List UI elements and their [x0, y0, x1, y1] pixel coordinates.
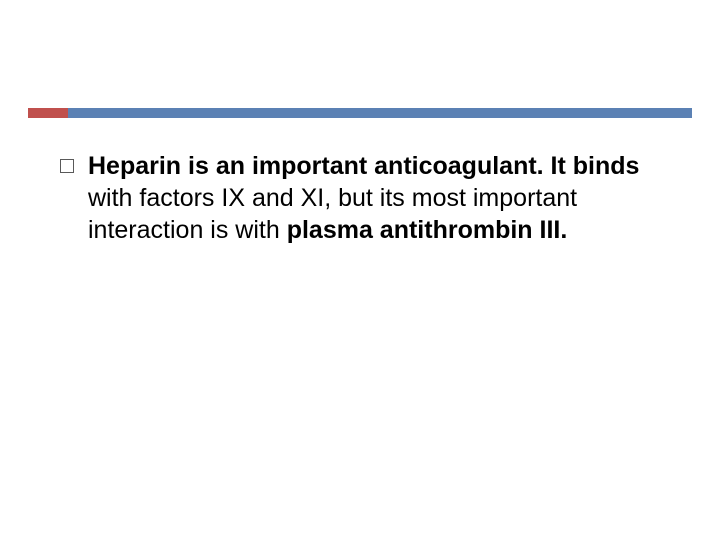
header-bar	[68, 108, 692, 118]
bullet-text-bold-2: plasma antithrombin III.	[287, 216, 568, 244]
slide-header	[0, 0, 720, 115]
bullet-text: Heparin is an important anticoagulant. I…	[88, 150, 655, 246]
bullet-text-bold-1: Heparin is an important anticoagulant. I…	[88, 152, 639, 180]
header-rule	[28, 108, 692, 118]
slide-body: Heparin is an important anticoagulant. I…	[60, 150, 655, 246]
header-accent-block	[28, 108, 68, 118]
square-bullet-icon	[60, 159, 74, 173]
bullet-item: Heparin is an important anticoagulant. I…	[60, 150, 655, 246]
